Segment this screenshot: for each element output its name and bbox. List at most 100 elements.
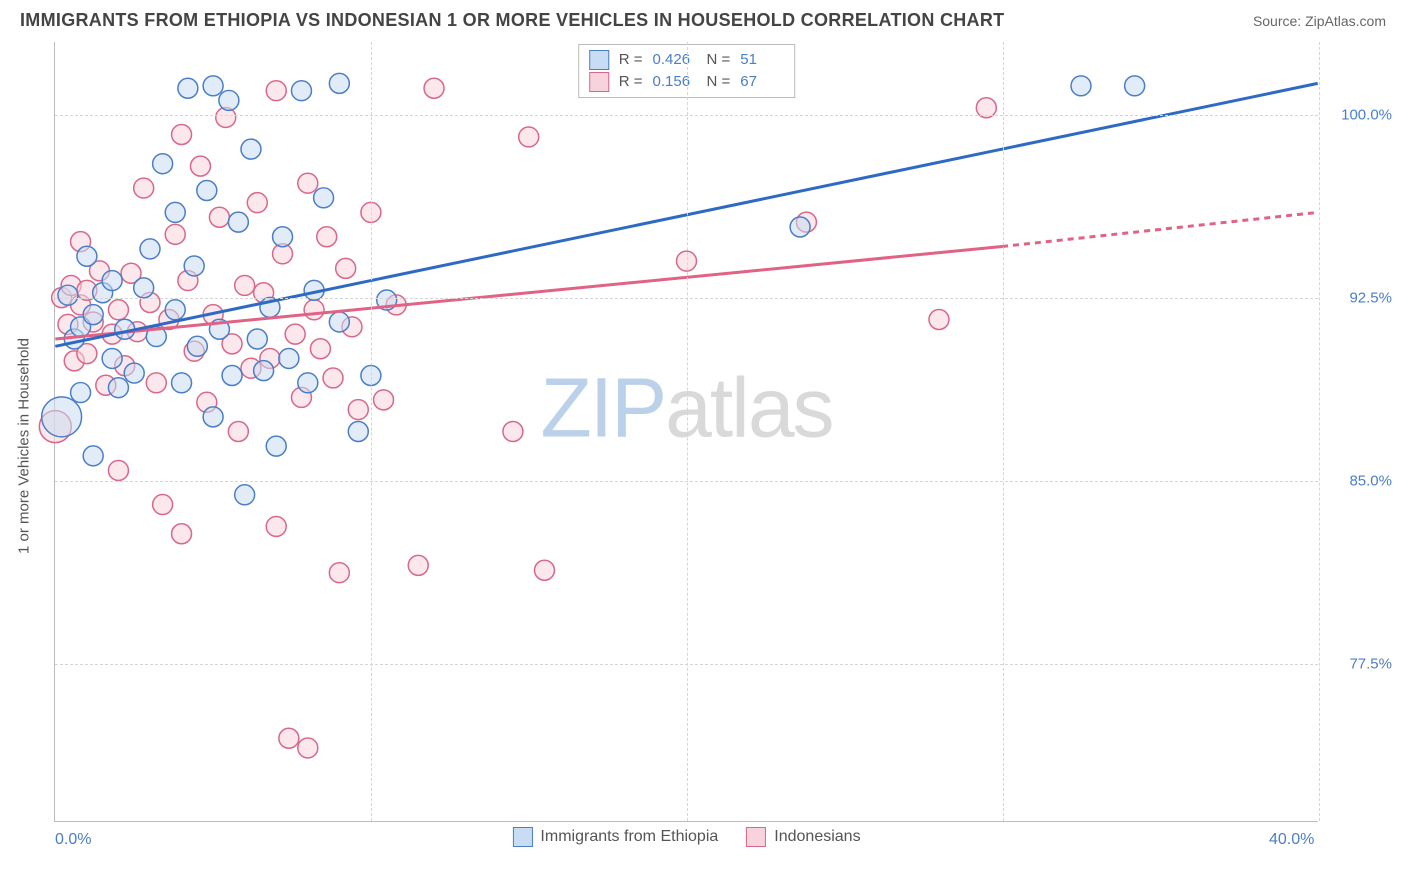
data-point	[187, 336, 207, 356]
data-point	[408, 555, 428, 575]
ytick-label: 100.0%	[1324, 107, 1392, 124]
legend-item-ethiopia: Immigrants from Ethiopia	[512, 827, 718, 847]
legend-label-ethiopia: Immigrants from Ethiopia	[540, 828, 718, 846]
data-point	[203, 76, 223, 96]
data-point	[929, 310, 949, 330]
data-point	[219, 90, 239, 110]
data-point	[42, 397, 82, 437]
data-point	[329, 312, 349, 332]
data-point	[279, 728, 299, 748]
data-point	[298, 373, 318, 393]
data-point	[102, 271, 122, 291]
data-point	[329, 563, 349, 583]
data-point	[1071, 76, 1091, 96]
data-point	[266, 436, 286, 456]
data-point	[190, 156, 210, 176]
swatch-pink-icon	[589, 72, 609, 92]
data-point	[304, 300, 324, 320]
data-point	[424, 78, 444, 98]
chart-title: IMMIGRANTS FROM ETHIOPIA VS INDONESIAN 1…	[20, 10, 1004, 31]
data-point	[247, 193, 267, 213]
data-point	[153, 154, 173, 174]
data-point	[146, 373, 166, 393]
data-point	[172, 373, 192, 393]
data-point	[273, 227, 293, 247]
data-point	[108, 460, 128, 480]
trend-line	[1002, 212, 1318, 246]
legend-item-indonesians: Indonesians	[746, 827, 860, 847]
data-point	[790, 217, 810, 237]
n-value-blue: 51	[740, 49, 784, 71]
data-point	[178, 78, 198, 98]
data-point	[348, 422, 368, 442]
n-label: N =	[707, 71, 731, 93]
data-point	[184, 256, 204, 276]
data-point	[534, 560, 554, 580]
r-value-blue: 0.426	[653, 49, 697, 71]
y-axis-label: 1 or more Vehicles in Household	[16, 338, 33, 554]
data-point	[314, 188, 334, 208]
data-point	[336, 258, 356, 278]
data-point	[298, 738, 318, 758]
data-point	[247, 329, 267, 349]
source-label: Source: ZipAtlas.com	[1253, 13, 1386, 29]
data-point	[266, 516, 286, 536]
data-point	[71, 383, 91, 403]
data-point	[124, 363, 144, 383]
data-point	[348, 400, 368, 420]
data-point	[241, 139, 261, 159]
data-point	[266, 81, 286, 101]
data-point	[172, 125, 192, 145]
data-point	[1125, 76, 1145, 96]
data-point	[165, 300, 185, 320]
data-point	[140, 239, 160, 259]
data-point	[134, 178, 154, 198]
data-point	[108, 378, 128, 398]
data-point	[519, 127, 539, 147]
data-point	[165, 202, 185, 222]
data-point	[83, 305, 103, 325]
data-point	[203, 407, 223, 427]
gridline-v	[1003, 42, 1004, 821]
data-point	[228, 212, 248, 232]
ytick-label: 77.5%	[1324, 655, 1392, 672]
data-point	[58, 285, 78, 305]
data-point	[310, 339, 330, 359]
data-point	[222, 366, 242, 386]
data-point	[209, 207, 229, 227]
data-point	[77, 246, 97, 266]
legend-series: Immigrants from Ethiopia Indonesians	[512, 827, 860, 847]
n-label: N =	[707, 49, 731, 71]
data-point	[235, 275, 255, 295]
data-point	[172, 524, 192, 544]
data-point	[153, 495, 173, 515]
chart-area: ZIPatlas R = 0.426 N = 51 R = 0.156 N = …	[54, 42, 1318, 822]
ytick-label: 85.0%	[1324, 472, 1392, 489]
data-point	[285, 324, 305, 344]
data-point	[374, 390, 394, 410]
data-point	[134, 278, 154, 298]
data-point	[83, 446, 103, 466]
data-point	[165, 224, 185, 244]
data-point	[197, 181, 217, 201]
data-point	[317, 227, 337, 247]
swatch-blue-icon	[589, 50, 609, 70]
r-label: R =	[619, 71, 643, 93]
data-point	[323, 368, 343, 388]
data-point	[298, 173, 318, 193]
data-point	[108, 300, 128, 320]
data-point	[279, 348, 299, 368]
r-label: R =	[619, 49, 643, 71]
data-point	[254, 361, 274, 381]
gridline-v	[371, 42, 372, 821]
r-value-pink: 0.156	[653, 71, 697, 93]
legend-label-indonesians: Indonesians	[774, 828, 860, 846]
n-value-pink: 67	[740, 71, 784, 93]
data-point	[102, 348, 122, 368]
data-point	[291, 81, 311, 101]
xtick-label: 40.0%	[1269, 831, 1314, 849]
swatch-blue-icon	[512, 827, 532, 847]
gridline-v	[687, 42, 688, 821]
swatch-pink-icon	[746, 827, 766, 847]
gridline-v	[1319, 42, 1320, 821]
